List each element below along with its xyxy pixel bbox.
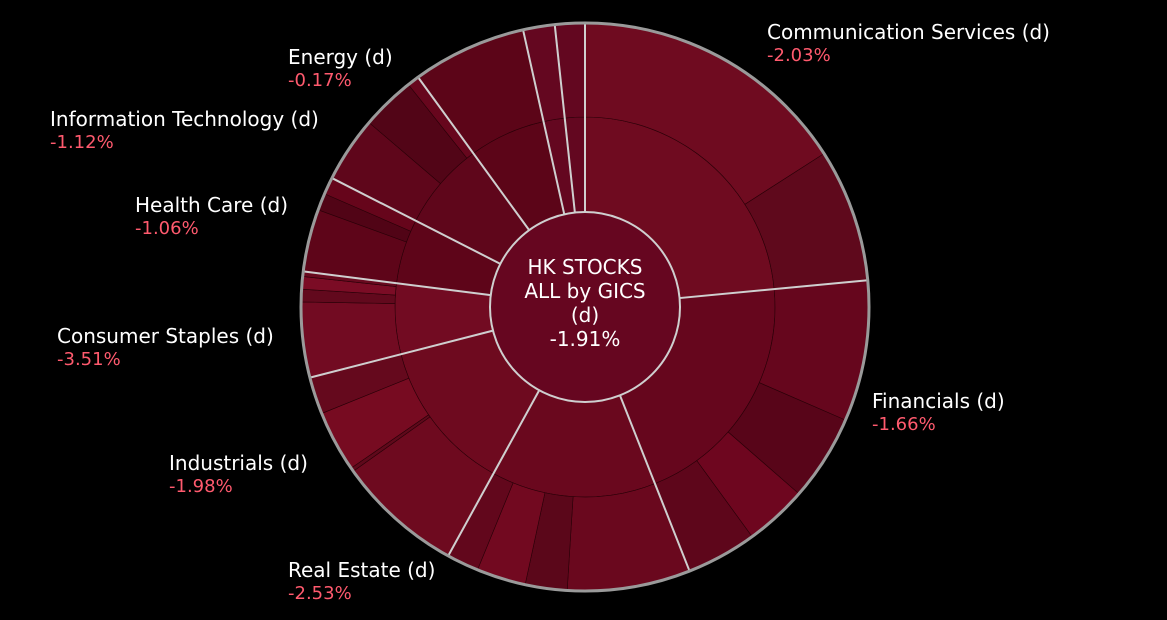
sector-name: Health Care (d) [135,193,288,217]
sector-change: -2.03% [767,45,831,66]
sector-change: -1.98% [169,476,233,497]
sector-name: Communication Services (d) [767,20,1050,44]
sector-change: -1.12% [50,132,114,153]
center-title-line3: (d) [570,303,600,327]
center-title-line1: HK STOCKS [527,255,643,279]
label-health-care[interactable]: Health Care (d) -1.06% [135,193,288,241]
label-communication-services[interactable]: Communication Services (d) -2.03% [767,20,1050,68]
sector-separator [417,76,530,231]
center-value: -1.91% [549,327,621,351]
outer-ring [299,21,871,593]
sector-change: -1.66% [872,414,936,435]
sector-change: -1.06% [135,218,199,239]
label-consumer-staples[interactable]: Consumer Staples (d) -3.51% [57,324,274,372]
sector-separator [679,279,868,300]
sector-name: Energy (d) [288,45,393,69]
sector-name: Financials (d) [872,389,1005,413]
sector-separator [303,270,491,297]
label-energy[interactable]: Energy (d) -0.17% [288,45,393,93]
center-label[interactable]: HK STOCKS ALL by GICS (d) -1.91% [490,255,680,351]
sector-name: Industrials (d) [169,451,308,475]
center-hub[interactable] [489,211,681,403]
sector-separator [309,329,494,379]
sector-change: -2.53% [288,583,352,604]
sector-separator [619,394,691,572]
sector-separator [447,389,541,557]
sector-name: Consumer Staples (d) [57,324,274,348]
sector-name: Real Estate (d) [288,558,436,582]
label-industrials[interactable]: Industrials (d) -1.98% [169,451,308,499]
sector-change: -3.51% [57,349,121,370]
sector-separator [331,177,501,265]
label-real-estate[interactable]: Real Estate (d) -2.53% [288,558,435,606]
sector-separator [553,24,576,213]
sector-change: -0.17% [288,70,352,91]
center-title-line2: ALL by GICS [524,279,646,303]
label-information-technology[interactable]: Information Technology (d) -1.12% [50,107,319,155]
label-financials[interactable]: Financials (d) -1.66% [872,389,1005,437]
sector-separator [522,29,566,215]
sector-name: Information Technology (d) [50,107,319,131]
